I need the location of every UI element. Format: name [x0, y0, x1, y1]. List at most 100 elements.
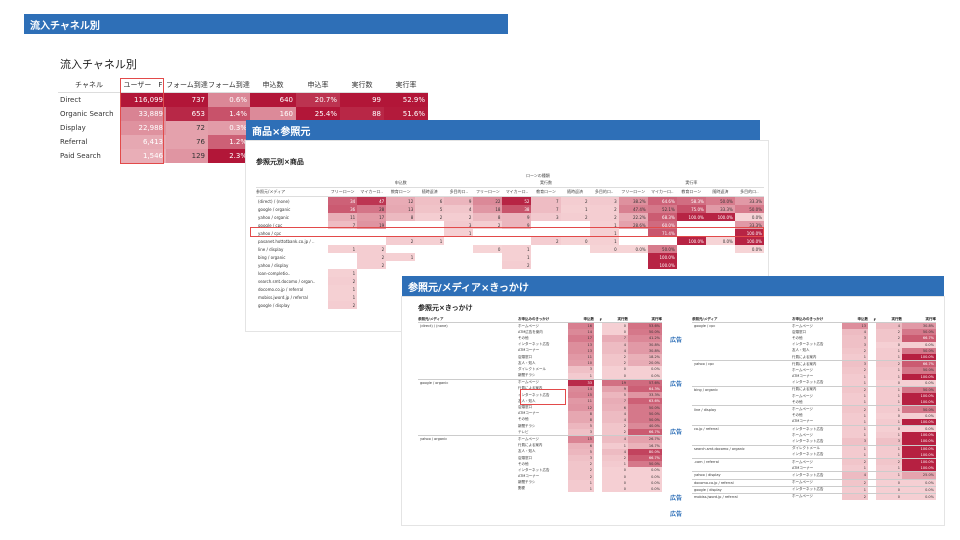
table-cell: 2 — [842, 493, 868, 501]
table-cell: 1 — [876, 373, 902, 380]
table-cell: 1 — [842, 412, 868, 419]
table-cell: 100.0% — [902, 465, 936, 472]
table-cell: 2 — [415, 213, 445, 221]
flag-cell — [594, 373, 602, 380]
table-cell: 1 — [502, 253, 532, 261]
table-row: (direct) / (none) ホームページ 16 0 53.6% — [418, 322, 662, 330]
table-row: ホームページ 1 1 100.0% — [692, 432, 936, 439]
sub-group-header: 実行数 — [473, 179, 619, 188]
flag-cell — [594, 436, 602, 443]
table-cell: 1 — [842, 425, 868, 433]
table-cell: 2 — [386, 237, 416, 245]
table-cell: 0.0% — [734, 245, 764, 253]
table-row: 郵便 1 0 0.0% — [418, 485, 662, 493]
table-cell: 53.6% — [628, 322, 662, 330]
product-header: 多目的ロ.. — [444, 187, 474, 197]
table-cell: 3 — [568, 454, 594, 462]
table-cell: 80.0% — [628, 448, 662, 455]
table-cell — [531, 229, 560, 237]
loan-type-header: ローンの種類 — [526, 173, 550, 178]
table-cell — [706, 229, 735, 237]
table-row: line / display ホームページ 2 1 50.0% — [692, 405, 936, 413]
product-source-banner: 商品×参照元 — [246, 120, 760, 141]
column-header: フォーム到達.. — [208, 78, 250, 93]
table-cell: 2 — [357, 253, 387, 261]
table-cell: 1 — [876, 445, 902, 452]
table-cell: 640 — [250, 92, 296, 107]
table-row: yahoo / organic ホームページ 15 4 26.7% — [418, 435, 662, 443]
table-cell: 15 — [568, 392, 594, 399]
table-cell: 33.3% — [734, 221, 764, 229]
table-cell — [444, 245, 473, 253]
table-cell: 100.0% — [902, 418, 936, 426]
table-cell: 2 — [842, 367, 868, 374]
table-cell: 10 — [568, 360, 594, 367]
table-cell — [415, 245, 444, 253]
table-cell: 88 — [340, 107, 384, 121]
flag-cell — [868, 361, 876, 368]
table-cell: 100.0% — [902, 393, 936, 400]
table-cell: 160 — [250, 107, 296, 121]
column-header: 参照元/メディア — [418, 317, 444, 321]
product-header: 多目的ロ.. — [734, 187, 764, 197]
table-cell — [386, 229, 415, 237]
table-cell: 11 — [568, 398, 594, 405]
table-cell: 22 — [473, 196, 503, 205]
table-cell: 100.0% — [902, 451, 936, 459]
source-label — [418, 486, 518, 492]
trigger-label: その他 — [792, 399, 803, 404]
table-row: mobiss.jword.jp / referral ホームページ 2 0 0.0% — [692, 493, 936, 501]
source-label — [418, 429, 518, 436]
trigger-label: ダイレクトメール — [518, 366, 546, 371]
column-header: ユーザー F — [120, 78, 166, 93]
table-cell: 60.0% — [647, 221, 677, 229]
table-row: その他 1 1 100.0% — [692, 399, 936, 406]
flag-cell — [594, 379, 602, 386]
trigger-label: インターネット広告 — [792, 472, 824, 477]
table-cell: 33 — [568, 379, 594, 386]
table-cell: 2 — [876, 458, 902, 466]
trigger-label: ダイレクトメール — [792, 446, 820, 451]
table-cell: 2 — [568, 467, 594, 474]
ad-label: 広告 — [670, 337, 683, 344]
table-cell: 1 — [842, 432, 868, 439]
table-cell — [590, 253, 619, 261]
table-cell: 2 — [602, 360, 628, 367]
table-cell: 4 — [602, 435, 628, 443]
table-cell — [561, 229, 590, 237]
table-cell — [328, 261, 357, 269]
table-cell: 4 — [602, 448, 628, 455]
table-cell: 40.0% — [628, 423, 662, 430]
table-cell: 0 — [602, 372, 628, 380]
trigger-label: ホームページ — [792, 459, 813, 464]
trigger-label: インターネット広告 — [518, 342, 550, 347]
table-row: テレビ 3 2 66.7% — [418, 429, 662, 436]
table-cell: 20.7% — [296, 92, 340, 107]
table-row: インターネット広告 1 0 0.0% — [692, 379, 936, 387]
table-cell: 4 — [842, 471, 868, 479]
column-header: お申込みのきっかけ — [518, 317, 550, 321]
table-cell: 30.8% — [902, 322, 936, 330]
table-cell: 8 — [568, 416, 594, 423]
table-cell: 1 — [328, 269, 358, 277]
source-label — [692, 465, 792, 472]
source-label — [692, 438, 792, 445]
table-cell: 1 — [842, 373, 868, 380]
table-row: ダイレクトメール 3 0 0.0% — [418, 366, 662, 373]
table-cell — [531, 245, 560, 253]
table-row: 店頭窓口 12 6 50.0% — [418, 404, 662, 411]
table-cell: 0 — [560, 237, 590, 245]
source-label: docomo.co.jp / referral — [694, 480, 734, 485]
table-cell: 2 — [602, 454, 628, 462]
table-cell: 7 — [602, 335, 628, 342]
table-cell: 1 — [386, 253, 416, 261]
table-row: pasanet.hottotbank.co.jp / .. 2 1 2 0 1 100.0%… — [256, 237, 764, 245]
table-row: ATM広告を案内 14 0 50.0% — [418, 329, 662, 336]
table-cell: 28.6% — [618, 221, 648, 229]
flag-cell — [594, 429, 602, 436]
table-row: google / cpc 7 19 3 2 9 1 28.6% 60.0% 33.3% — [256, 221, 764, 229]
table-cell: 33.3% — [705, 205, 735, 213]
table-cell: 6 — [568, 442, 594, 449]
trigger-label: インターネット広告 — [792, 438, 824, 443]
trigger-label: インターネット広告 — [518, 392, 550, 397]
